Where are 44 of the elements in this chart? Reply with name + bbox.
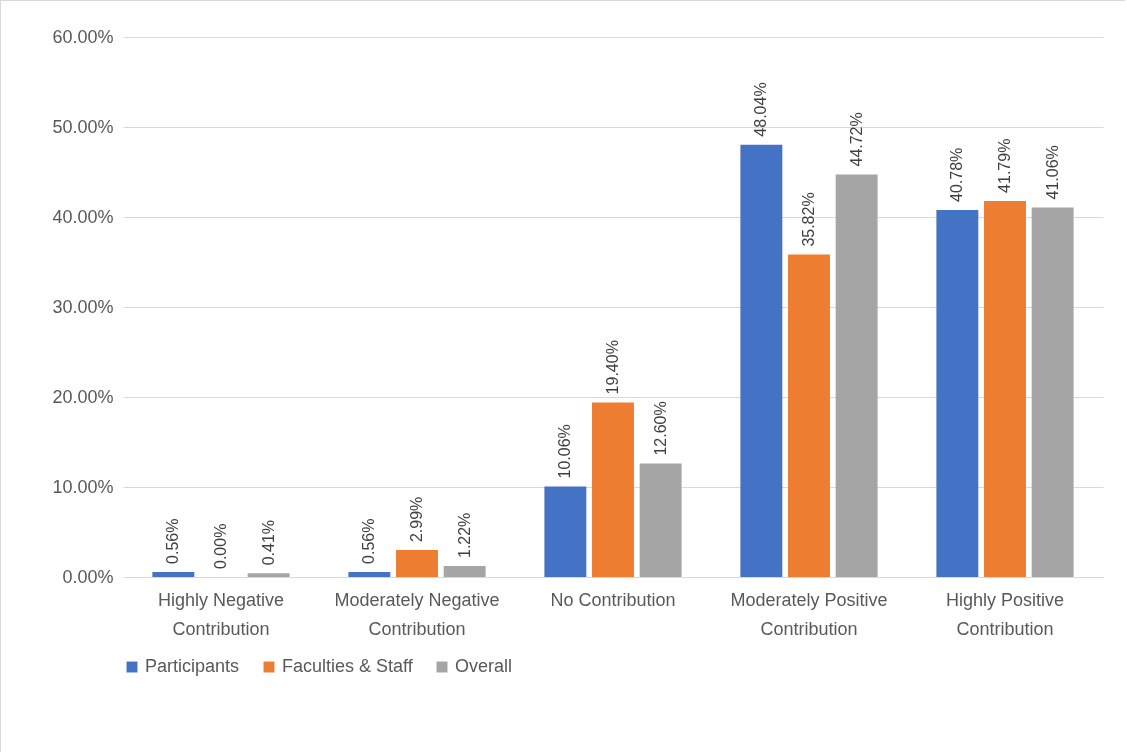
bar [592, 402, 634, 577]
data-label: 41.79% [996, 138, 1013, 193]
data-label: 0.00% [212, 523, 229, 569]
bar [740, 144, 783, 577]
bar [639, 463, 682, 577]
bar [348, 571, 391, 577]
data-label: 19.40% [604, 340, 621, 395]
bar [788, 254, 830, 577]
legend-label: Participants [145, 656, 240, 676]
x-tick-label: Moderately Negative Contribution [334, 589, 500, 639]
legend-label: Faculties & Staff [282, 656, 414, 676]
x-tick-label: Moderately Positive Contribution [730, 589, 888, 639]
data-label: 35.82% [800, 192, 817, 247]
data-label: 0.56% [360, 518, 378, 564]
bar [544, 486, 587, 577]
y-tick-label: 20.00% [52, 386, 114, 407]
y-tick-label: 10.00% [52, 476, 114, 497]
data-label: 10.06% [556, 424, 574, 479]
bar [247, 573, 290, 577]
x-tick-label: Highly Positive Contribution [945, 589, 1065, 639]
data-label: 41.06% [1043, 145, 1061, 200]
data-label: 0.41% [259, 519, 277, 566]
x-tick-label: Highly Negative Contribution [157, 589, 285, 639]
bar [443, 566, 486, 577]
bar [984, 200, 1026, 577]
y-tick-label: 50.00% [52, 116, 114, 137]
x-tick-label: No Contribution [550, 589, 676, 610]
bar [396, 550, 438, 577]
legend-label: Overall [455, 656, 513, 676]
data-label: 0.56% [164, 518, 182, 564]
y-tick-label: 40.00% [52, 206, 114, 227]
data-label: 40.78% [948, 147, 966, 202]
y-tick-label: 30.00% [52, 296, 114, 317]
bar [936, 209, 979, 577]
bar [835, 174, 878, 577]
y-tick-label: 0.00% [62, 566, 114, 587]
bar [1031, 207, 1074, 577]
data-label: 44.72% [847, 112, 865, 167]
bar [152, 571, 195, 577]
y-tick-label: 60.00% [52, 26, 114, 47]
data-label: 1.22% [455, 512, 473, 559]
data-label: 48.04% [752, 82, 770, 137]
data-label: 12.60% [651, 401, 669, 456]
data-label: 2.99% [408, 496, 425, 543]
